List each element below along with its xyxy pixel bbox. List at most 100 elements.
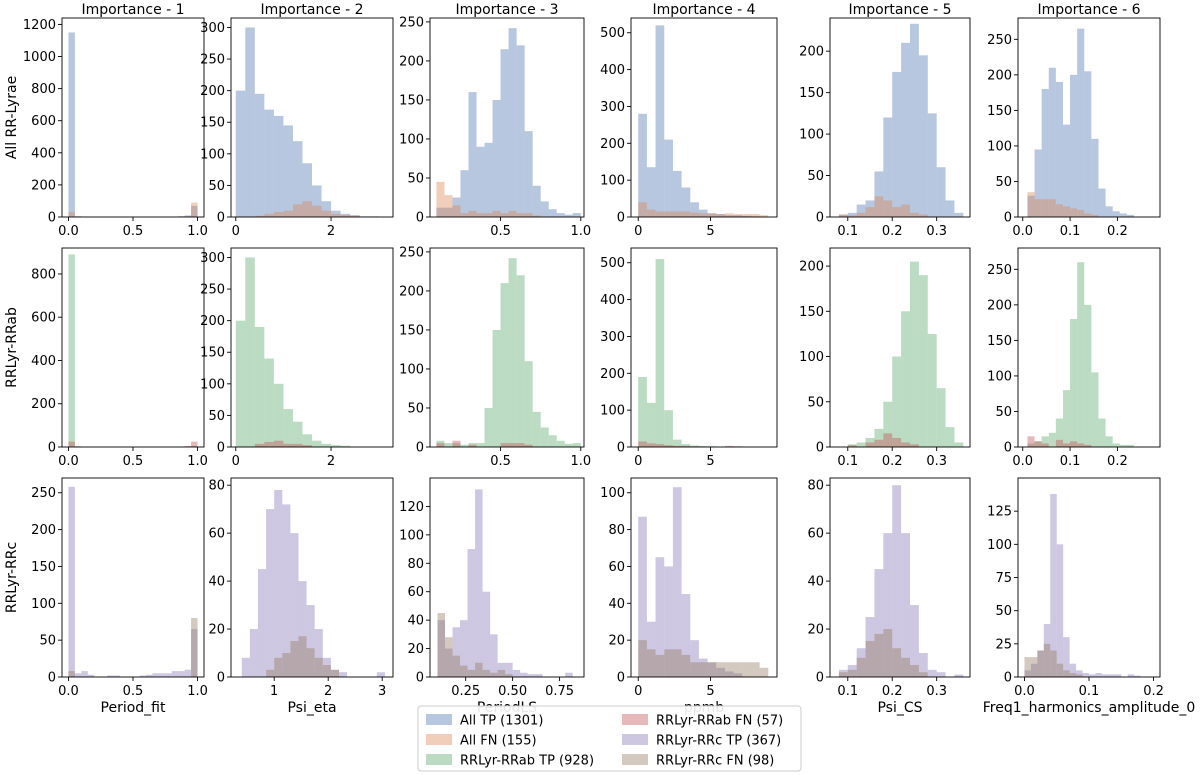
axes-frame — [429, 247, 585, 448]
histogram-bar-rrc_tp — [68, 486, 75, 677]
x-tick-label: 0.1 — [1060, 224, 1081, 239]
x-tick-label: 0.75 — [545, 684, 574, 699]
histogram-bar-rrc_fn — [664, 649, 673, 677]
histogram-bar-rrc_tp — [954, 674, 964, 677]
histogram-bar-all_tp — [273, 115, 284, 217]
y-tick-label: 50 — [208, 409, 225, 424]
histogram-bar-rrab_tp — [331, 445, 341, 447]
histogram-bar-all_fn — [646, 209, 656, 217]
histogram-bar-rrab_tp — [548, 435, 557, 447]
histogram-bar-all_tp — [1112, 211, 1120, 217]
histogram-bar-rrc_tp — [520, 672, 528, 677]
histogram-bar-rrab_fn — [1041, 443, 1049, 447]
legend-label: RRLyr-RRab TP (928) — [460, 754, 594, 769]
histogram-bar-all_fn — [856, 212, 866, 217]
axes-frame — [429, 17, 585, 218]
legend: All TP (1301) RRLyr-RRab FN (57) All FN (1… — [417, 705, 802, 772]
histogram-bar-all_fn — [690, 212, 699, 217]
histogram-bar-rrab_fn — [254, 443, 265, 447]
histogram-bar-rrab_tp — [690, 445, 699, 447]
histogram-bar-rrc_tp — [664, 566, 673, 677]
histogram-bar-rrc_tp — [467, 549, 476, 677]
y-tick-label: 0 — [617, 671, 625, 686]
y-tick-label: 0 — [816, 211, 824, 226]
histogram-bar-rrc_tp — [672, 487, 682, 677]
axes-frame — [230, 17, 394, 218]
histogram-bar-rrc_tp — [376, 672, 385, 677]
histogram-bar-rrc_fn — [314, 657, 323, 677]
histogram-bar-rrc_tp — [527, 674, 536, 677]
histogram-bar-rrc_fn — [883, 629, 893, 677]
histogram-bar-rrc_tp — [139, 675, 146, 677]
histogram-bar-rrab_tp — [927, 333, 937, 447]
histogram-bar-rrab_tp — [516, 275, 525, 447]
histogram-panel: 0 50 100 150 200 250 0.0 0.5 1.0 Period_fit RRLyr-… — [4, 477, 208, 716]
histogram-bar-all_tp — [1055, 81, 1063, 217]
histogram-bar-rrc_tp — [512, 669, 521, 677]
y-axis-label: All RR-Lyrae — [4, 76, 20, 160]
axes-frame — [230, 477, 394, 678]
histogram-bar-rrc_tp — [113, 675, 121, 677]
histogram-bar-rrab_tp — [1126, 444, 1134, 447]
histogram-bar-rrab_tp — [1098, 418, 1106, 447]
y-tick-label: 250 — [200, 53, 225, 68]
histogram-bar-rrab_tp — [646, 402, 656, 447]
histogram-panel: 0 200 400 600 800 0.0 0.5 1.0 RRLyr-RRab — [4, 247, 208, 469]
x-tick-label: 0 — [232, 224, 240, 239]
x-tick-label: 0.2 — [1107, 224, 1128, 239]
histogram-bar-all_tp — [556, 213, 565, 217]
x-tick-label: 0 — [634, 454, 642, 469]
histogram-bar-rrc_tp — [266, 509, 275, 677]
y-tick-label: 40 — [608, 597, 625, 612]
y-tick-label: 0 — [48, 441, 56, 456]
y-tick-label: 0 — [48, 211, 56, 226]
histogram-bar-rrab_fn — [847, 445, 857, 447]
histogram-bar-all_fn — [312, 205, 322, 217]
y-tick-label: 0 — [217, 441, 225, 456]
histogram-bar-rrc_tp — [1134, 675, 1141, 677]
histogram-bar-rrab_tp — [1084, 304, 1092, 447]
y-tick-label: 0 — [1004, 671, 1012, 686]
legend-swatch-rrab_fn — [622, 714, 648, 725]
x-tick-label: 0 — [634, 684, 642, 699]
bars-group — [1027, 262, 1134, 447]
y-tick-label: 400 — [31, 354, 56, 369]
histogram-bar-all_fn — [476, 213, 485, 217]
histogram-bar-rrc_tp — [298, 581, 307, 677]
y-tick-label: 100 — [31, 597, 56, 612]
histogram-bar-rrab_tp — [484, 407, 493, 447]
histogram-bar-rrc_tp — [927, 669, 937, 677]
histogram-bar-all_tp — [321, 201, 332, 217]
histogram-bar-all_tp — [264, 109, 274, 217]
histogram-bar-all_tp — [548, 209, 557, 217]
y-tick-label: 50 — [39, 634, 56, 649]
histogram-bar-all_tp — [516, 45, 525, 217]
y-tick-label: 200 — [31, 397, 56, 412]
histogram-bar-rrc_fn — [742, 662, 751, 677]
histogram-bar-rrab_tp — [1027, 443, 1035, 447]
histogram-bar-rrab_fn — [1027, 436, 1035, 447]
histogram-bar-all_tp — [918, 55, 928, 217]
x-axis-label: Period_fit — [101, 700, 166, 716]
x-tick-label: 1 — [270, 684, 278, 699]
y-tick-label: 200 — [399, 284, 424, 299]
histogram-bar-all_tp — [698, 209, 708, 217]
x-axis-label: Psi_CS — [877, 700, 922, 716]
y-tick-label: 250 — [200, 283, 225, 298]
x-tick-label: 2 — [327, 224, 335, 239]
histogram-bar-rrab_tp — [681, 444, 691, 447]
y-tick-label: 150 — [987, 334, 1012, 349]
y-tick-label: 200 — [200, 314, 225, 329]
x-tick-label: 1.0 — [187, 454, 208, 469]
y-tick-label: 0 — [617, 441, 625, 456]
x-tick-label: 0.0 — [58, 224, 79, 239]
histogram-bar-rrc_tp — [1043, 623, 1051, 677]
histogram-bar-rrc_fn — [1076, 674, 1083, 677]
y-tick-label: 150 — [200, 116, 225, 131]
histogram-bar-rrab_tp — [468, 443, 477, 447]
histogram-bar-all_tp — [484, 142, 493, 217]
x-tick-label: 0.2 — [882, 454, 903, 469]
y-tick-label: 200 — [31, 523, 56, 538]
histogram-bar-all_tp — [564, 214, 573, 217]
histogram-bar-rrc_fn — [274, 657, 283, 677]
